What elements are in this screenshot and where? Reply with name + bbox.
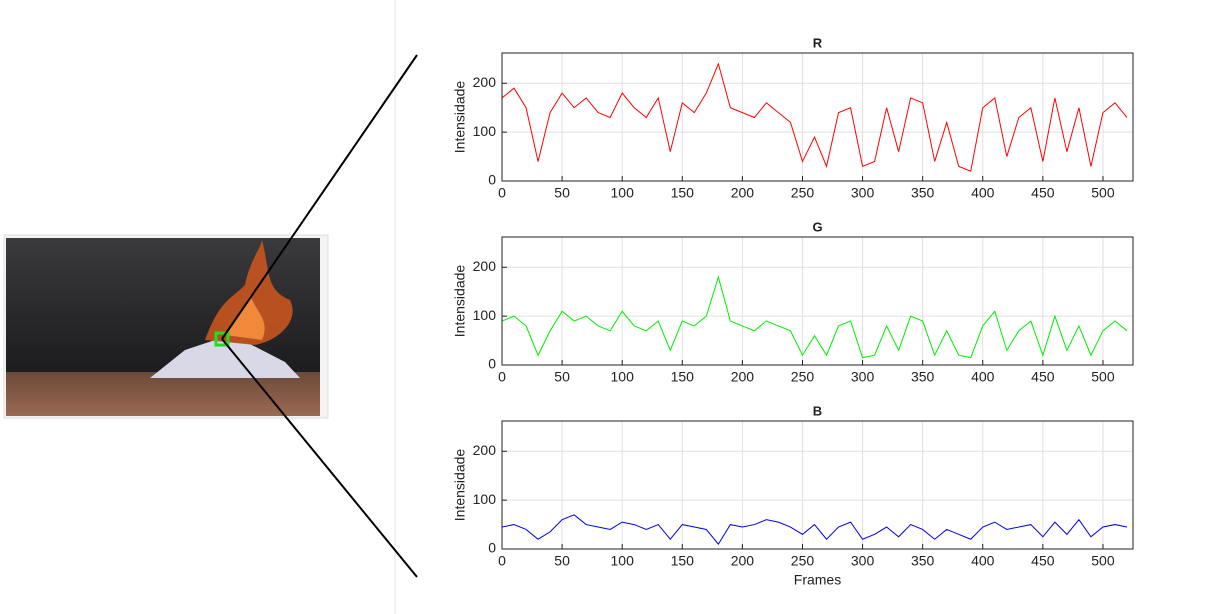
x-tick-label: 0 [498,185,506,201]
y-tick-label: 200 [473,258,497,274]
x-tick-label: 100 [611,553,635,569]
x-tick-label: 100 [611,369,635,385]
x-tick-label: 450 [1031,185,1055,201]
zoom-line [221,338,418,578]
y-axis-label: Intensidade [452,81,468,154]
x-tick-label: 200 [731,185,755,201]
y-tick-label: 0 [488,172,496,188]
plot-area [502,421,1133,549]
plot-frame [501,420,1134,550]
x-tick-label: 300 [851,185,875,201]
x-tick-label: 450 [1031,369,1055,385]
x-tick-label: 300 [851,369,875,385]
x-tick-label: 350 [911,369,935,385]
x-tick-label: 150 [671,185,695,201]
y-tick-label: 200 [473,442,497,458]
plot-area [502,53,1133,181]
x-tick-label: 200 [731,369,755,385]
plot-frame [501,52,1134,182]
y-tick-label: 0 [488,356,496,372]
x-axis-label: Frames [794,572,841,588]
y-tick-label: 100 [473,123,497,139]
zoom-line [221,54,418,340]
x-tick-label: 250 [791,553,815,569]
x-tick-label: 50 [554,369,570,385]
chart-title: B [813,403,822,418]
y-tick-label: 200 [473,74,497,90]
data-line [501,275,1128,359]
x-tick-label: 350 [911,185,935,201]
x-tick-label: 350 [911,553,935,569]
x-tick-label: 200 [731,553,755,569]
x-tick-label: 50 [554,185,570,201]
y-axis-label: Intensidade [452,449,468,522]
x-tick-label: 500 [1091,553,1115,569]
x-tick-label: 150 [671,369,695,385]
x-tick-label: 150 [671,553,695,569]
data-line [501,514,1128,545]
x-tick-label: 500 [1091,185,1115,201]
x-tick-label: 50 [554,553,570,569]
x-tick-label: 500 [1091,369,1115,385]
x-tick-label: 400 [971,185,995,201]
plot-frame [501,236,1134,366]
x-tick-label: 450 [1031,553,1055,569]
x-tick-label: 400 [971,553,995,569]
plot-area [502,237,1133,365]
x-tick-label: 300 [851,553,875,569]
chart-title: G [812,219,822,234]
y-tick-label: 100 [473,307,497,323]
y-tick-label: 0 [488,540,496,556]
y-axis-label: Intensidade [452,265,468,338]
y-tick-label: 100 [473,491,497,507]
data-line [501,62,1128,172]
x-tick-label: 250 [791,369,815,385]
chart-title: R [813,35,823,50]
x-tick-label: 250 [791,185,815,201]
x-tick-label: 0 [498,369,506,385]
x-tick-label: 100 [611,185,635,201]
photo [3,234,329,419]
x-tick-label: 400 [971,369,995,385]
x-tick-label: 0 [498,553,506,569]
